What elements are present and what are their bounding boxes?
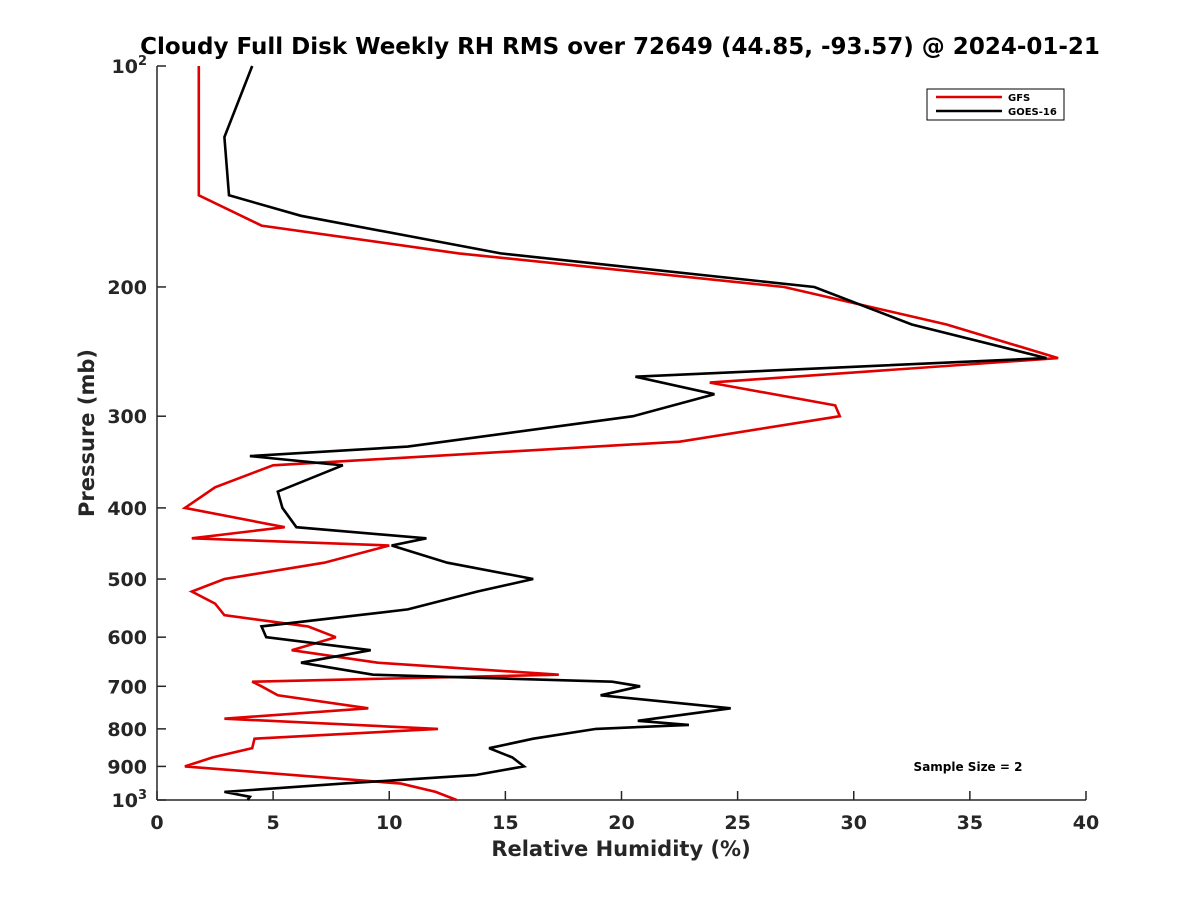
legend: GFS GOES-16	[926, 88, 1065, 121]
series-group	[181, 65, 1059, 802]
y-tick-label: 300	[107, 406, 147, 428]
legend-label-goes16: GOES-16	[1008, 107, 1057, 118]
x-tick-label: 35	[957, 812, 983, 834]
x-tick-group: 0 5 10 15 20 25 30 35 40	[150, 791, 1099, 834]
y-tick-label: 600	[107, 627, 147, 649]
legend-label-gfs: GFS	[1008, 93, 1030, 104]
y-tick-label: 900	[107, 756, 147, 778]
y-tick-exponent: 2	[138, 54, 147, 69]
x-tick-label: 15	[492, 812, 518, 834]
chart-title: Cloudy Full Disk Weekly RH RMS over 7264…	[140, 34, 1100, 60]
y-tick-label: 200	[107, 277, 147, 299]
x-tick-label: 20	[608, 812, 634, 834]
sample-size-annotation: Sample Size = 2	[914, 760, 1023, 774]
y-tick-label: 500	[107, 569, 147, 591]
y-tick-base: 10	[112, 56, 138, 78]
x-tick-label: 30	[841, 812, 867, 834]
x-tick-label: 40	[1073, 812, 1099, 834]
y-tick-label: 700	[107, 676, 147, 698]
y-tick-exponent: 3	[138, 788, 147, 803]
y-tick-label: 102	[112, 54, 148, 78]
series-line-goes16	[223, 65, 1047, 801]
y-tick-base: 10	[112, 790, 138, 812]
x-tick-label: 0	[150, 812, 163, 834]
x-tick-label: 10	[376, 812, 402, 834]
y-tick-label: 103	[112, 788, 148, 812]
series-line-gfs	[181, 66, 1059, 802]
x-tick-label: 25	[724, 812, 750, 834]
x-tick-label: 5	[267, 812, 280, 834]
x-axis-label: Relative Humidity (%)	[491, 837, 750, 861]
y-axis-label: Pressure (mb)	[75, 349, 99, 517]
y-tick-label: 400	[107, 498, 147, 520]
legend-box	[926, 88, 1065, 121]
y-tick-label: 800	[107, 719, 147, 741]
